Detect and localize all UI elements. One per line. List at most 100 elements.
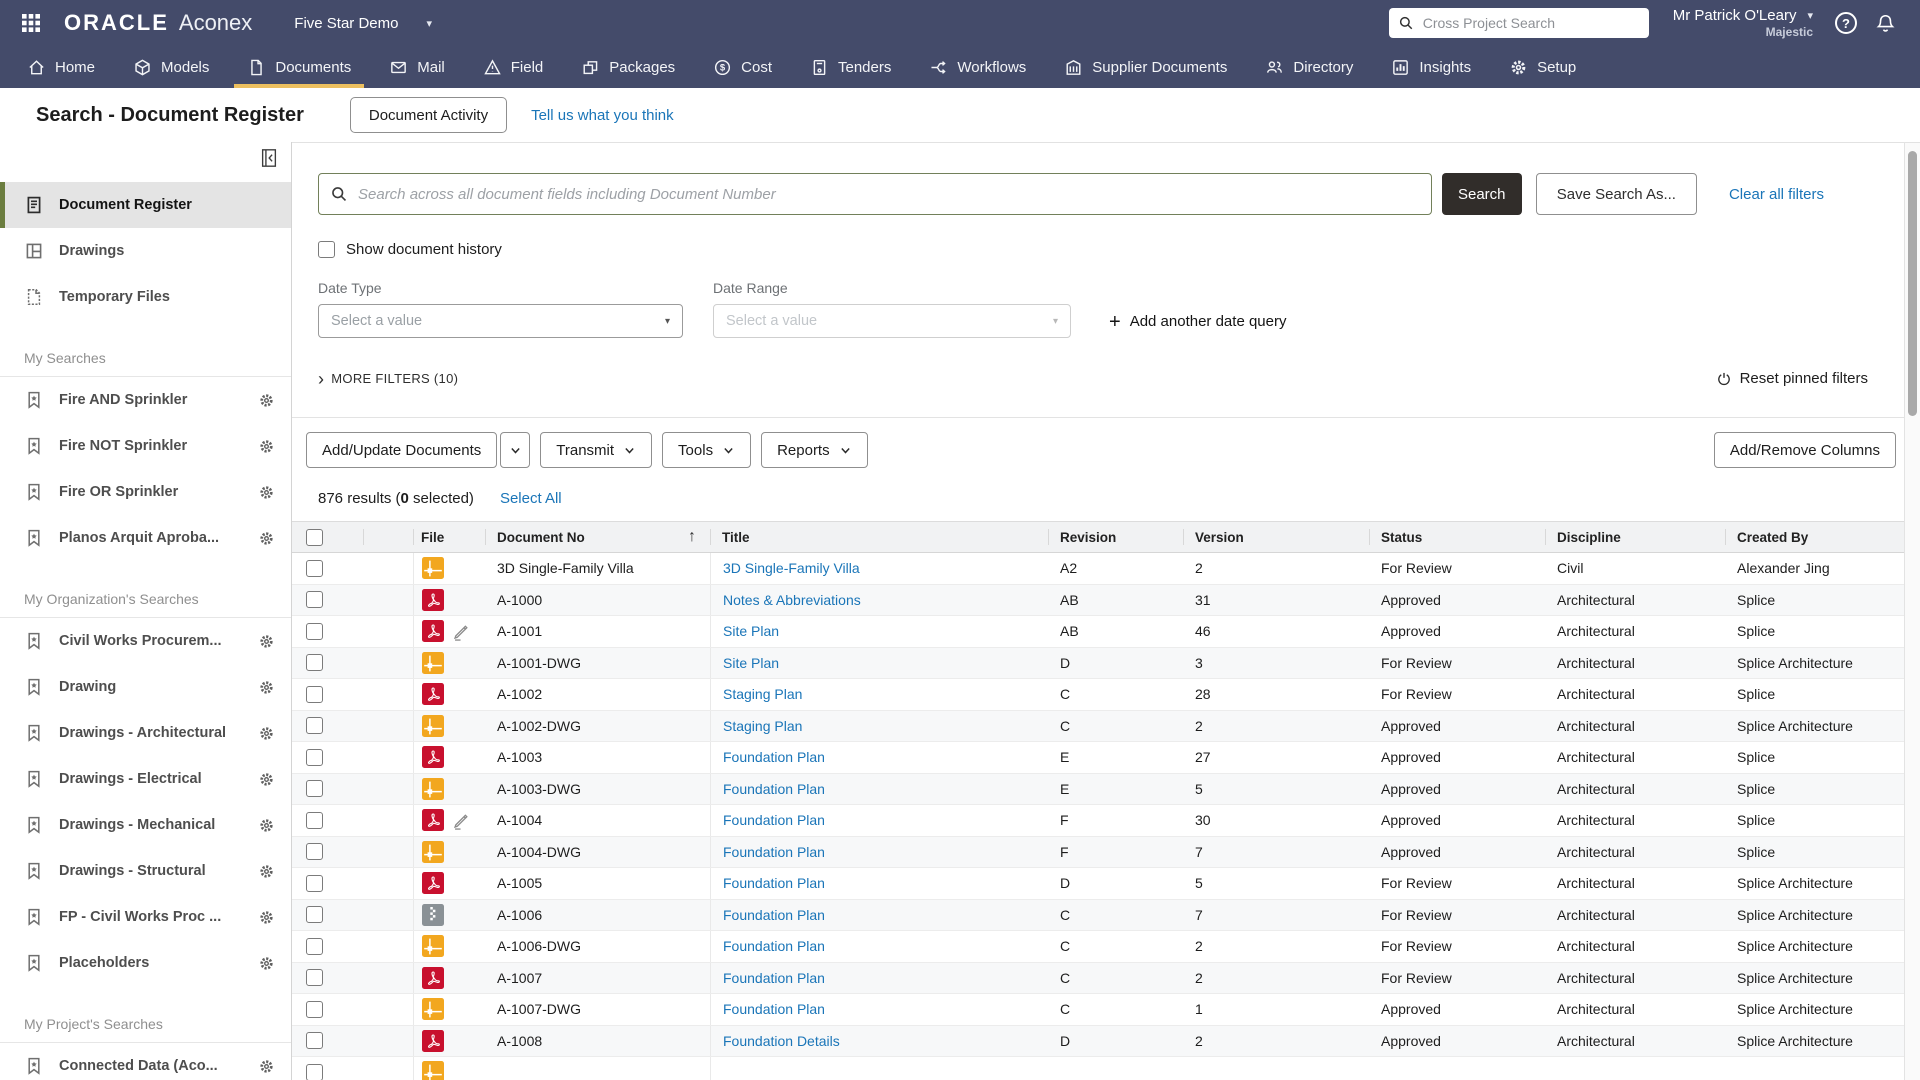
file-pdf-icon[interactable] — [422, 872, 444, 894]
document-title-link[interactable]: Foundation Plan — [723, 749, 825, 765]
sidebar-item-civil-works-procurem[interactable]: Civil Works Procurem... — [0, 618, 291, 664]
clear-all-filters-link[interactable]: Clear all filters — [1729, 186, 1824, 203]
sidebar-item-fire-or-sprinkler[interactable]: Fire OR Sprinkler — [0, 469, 291, 515]
nav-item-home[interactable]: Home — [14, 46, 108, 88]
sidebar-item-drawings-mechanical[interactable]: Drawings - Mechanical — [0, 802, 291, 848]
search-settings-gear-icon[interactable] — [258, 771, 275, 788]
document-title-link[interactable]: Foundation Plan — [723, 938, 825, 954]
sidebar-collapse-icon[interactable] — [259, 147, 279, 169]
search-settings-gear-icon[interactable] — [258, 633, 275, 650]
nav-item-cost[interactable]: $Cost — [700, 46, 785, 88]
file-dwg-icon[interactable] — [422, 778, 444, 800]
document-search-input[interactable] — [356, 185, 1420, 204]
nav-item-packages[interactable]: Packages — [568, 46, 688, 88]
file-dwg-icon[interactable] — [422, 841, 444, 863]
save-search-as-button[interactable]: Save Search As... — [1536, 173, 1697, 215]
search-settings-gear-icon[interactable] — [258, 1058, 275, 1075]
show-document-history-checkbox[interactable] — [318, 241, 335, 258]
cross-project-search-input[interactable] — [1421, 14, 1640, 32]
search-settings-gear-icon[interactable] — [258, 392, 275, 409]
file-dwg-icon[interactable] — [422, 652, 444, 674]
document-title-link[interactable]: Staging Plan — [723, 718, 802, 734]
row-checkbox[interactable] — [306, 749, 323, 766]
sidebar-item-drawing[interactable]: Drawing — [0, 664, 291, 710]
document-title-link[interactable]: Foundation Plan — [723, 844, 825, 860]
search-settings-gear-icon[interactable] — [258, 725, 275, 742]
row-checkbox[interactable] — [306, 1032, 323, 1049]
date-range-select[interactable]: Select a value ▾ — [713, 304, 1071, 338]
search-settings-gear-icon[interactable] — [258, 817, 275, 834]
search-settings-gear-icon[interactable] — [258, 955, 275, 972]
column-header-title[interactable]: Title — [710, 522, 1048, 552]
sidebar-item-planos-arquit-aproba[interactable]: Planos Arquit Aproba... — [0, 515, 291, 561]
file-pdf-icon[interactable] — [422, 620, 444, 642]
row-checkbox[interactable] — [306, 654, 323, 671]
document-title-link[interactable]: Foundation Plan — [723, 781, 825, 797]
column-header-version[interactable]: Version — [1183, 522, 1369, 552]
row-checkbox[interactable] — [306, 686, 323, 703]
document-title-link[interactable]: Staging Plan — [723, 686, 802, 702]
document-title-link[interactable]: Foundation Plan — [723, 907, 825, 923]
document-title-link[interactable]: Foundation Plan — [723, 812, 825, 828]
nav-item-tenders[interactable]: Tenders — [797, 46, 904, 88]
row-checkbox[interactable] — [306, 812, 323, 829]
column-header-document-no[interactable]: Document No ↑ — [485, 522, 710, 552]
column-header-revision[interactable]: Revision — [1048, 522, 1183, 552]
search-button[interactable]: Search — [1442, 173, 1522, 215]
document-title-link[interactable]: Foundation Details — [723, 1033, 840, 1049]
nav-item-field[interactable]: Field — [470, 46, 557, 88]
date-type-select[interactable]: Select a value ▾ — [318, 304, 683, 338]
scrollbar-thumb[interactable] — [1908, 151, 1917, 416]
user-menu[interactable]: Mr Patrick O'Leary ▾ Majestic — [1673, 7, 1813, 39]
select-all-checkbox[interactable] — [306, 529, 323, 546]
vertical-scrollbar[interactable] — [1904, 142, 1920, 1080]
help-button[interactable]: ? — [1835, 12, 1857, 34]
add-update-documents-button[interactable]: Add/Update Documents — [306, 432, 497, 468]
notifications-bell-icon[interactable] — [1875, 13, 1896, 34]
file-dwg-icon[interactable] — [422, 715, 444, 737]
file-dwg-icon[interactable] — [422, 1061, 444, 1080]
row-checkbox[interactable] — [306, 591, 323, 608]
document-activity-button[interactable]: Document Activity — [350, 97, 507, 133]
sidebar-item-document-register[interactable]: Document Register — [0, 182, 291, 228]
document-title-link[interactable]: 3D Single-Family Villa — [723, 560, 860, 576]
sidebar-item-drawings-architectural[interactable]: Drawings - Architectural — [0, 710, 291, 756]
add-date-query-button[interactable]: + Add another date query — [1109, 313, 1286, 330]
column-header-discipline[interactable]: Discipline — [1545, 522, 1725, 552]
add-remove-columns-button[interactable]: Add/Remove Columns — [1714, 432, 1896, 468]
document-title-link[interactable]: Notes & Abbreviations — [723, 592, 861, 608]
sidebar-item-placeholders[interactable]: Placeholders — [0, 940, 291, 986]
file-dwg-icon[interactable] — [422, 998, 444, 1020]
feedback-link[interactable]: Tell us what you think — [531, 107, 674, 124]
document-title-link[interactable]: Foundation Plan — [723, 970, 825, 986]
nav-item-mail[interactable]: Mail — [376, 46, 458, 88]
search-settings-gear-icon[interactable] — [258, 484, 275, 501]
add-update-documents-caret-button[interactable] — [500, 432, 530, 468]
search-settings-gear-icon[interactable] — [258, 863, 275, 880]
file-pdf-icon[interactable] — [422, 683, 444, 705]
nav-item-documents[interactable]: Documents — [234, 46, 364, 88]
file-zip-icon[interactable] — [422, 904, 444, 926]
search-settings-gear-icon[interactable] — [258, 679, 275, 696]
nav-item-setup[interactable]: Setup — [1496, 46, 1589, 88]
row-checkbox[interactable] — [306, 1064, 323, 1080]
row-checkbox[interactable] — [306, 1001, 323, 1018]
file-pdf-icon[interactable] — [422, 1030, 444, 1052]
row-checkbox[interactable] — [306, 780, 323, 797]
nav-item-insights[interactable]: Insights — [1378, 46, 1484, 88]
document-title-link[interactable]: Site Plan — [723, 655, 779, 671]
sidebar-item-drawings[interactable]: Drawings — [0, 228, 291, 274]
column-header-created-by[interactable]: Created By — [1725, 522, 1904, 552]
row-checkbox[interactable] — [306, 717, 323, 734]
row-checkbox[interactable] — [306, 906, 323, 923]
document-title-link[interactable]: Foundation Plan — [723, 875, 825, 891]
row-checkbox[interactable] — [306, 875, 323, 892]
project-switcher[interactable]: Five Star Demo ▾ — [294, 15, 432, 32]
nav-item-workflows[interactable]: Workflows — [916, 46, 1039, 88]
document-title-link[interactable]: Site Plan — [723, 623, 779, 639]
row-checkbox[interactable] — [306, 560, 323, 577]
reports-button[interactable]: Reports — [761, 432, 868, 468]
select-all-link[interactable]: Select All — [500, 490, 562, 507]
column-header-file[interactable]: File — [413, 522, 485, 552]
search-settings-gear-icon[interactable] — [258, 438, 275, 455]
